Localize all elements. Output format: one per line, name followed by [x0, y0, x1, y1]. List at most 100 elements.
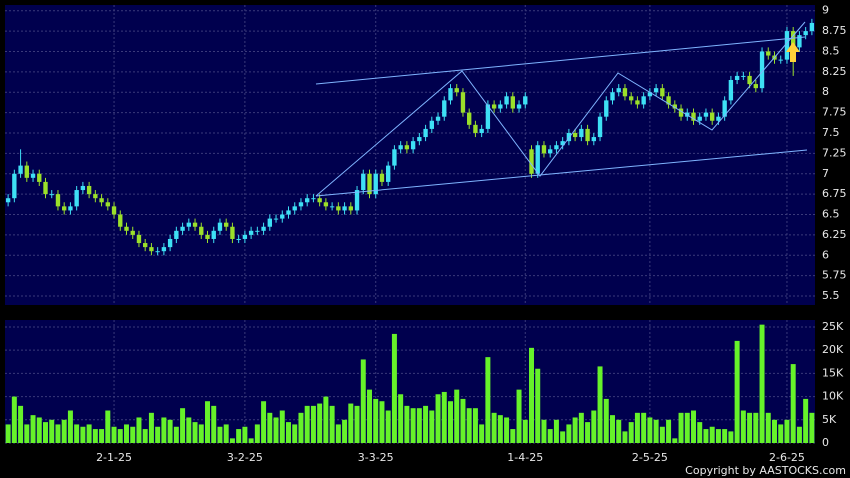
candle-body [616, 88, 621, 93]
volume-bar [491, 412, 497, 443]
candle-body [298, 202, 304, 207]
volume-bar [628, 422, 634, 443]
candle-body [491, 104, 497, 109]
volume-bar [217, 426, 223, 443]
y-tick-label: 7.75 [822, 106, 847, 119]
volume-bar [666, 419, 672, 443]
volume-bar [55, 424, 61, 443]
candle-body [192, 222, 198, 227]
candle-body [373, 173, 378, 195]
volume-bar [610, 415, 615, 443]
candle-body [118, 214, 123, 227]
volume-bar [641, 412, 647, 443]
y2-tick-label: 5K [822, 413, 837, 426]
volume-bar [578, 412, 584, 443]
candle-body [653, 88, 659, 93]
candle-body [622, 88, 628, 97]
candle-body [55, 194, 61, 207]
volume-bar [753, 412, 759, 443]
candle-body [560, 141, 565, 146]
volume-bar [709, 426, 715, 443]
volume-bar [659, 426, 665, 443]
volume-bar [298, 412, 304, 443]
candle-body [136, 234, 142, 244]
volume-bar [765, 412, 771, 443]
volume-bar [273, 417, 279, 443]
volume-bar [148, 412, 154, 443]
volume-bar [124, 424, 129, 443]
y-tick-label: 8 [822, 85, 829, 98]
y-tick-label: 6 [822, 248, 829, 261]
volume-bar [547, 429, 553, 443]
candle-body [510, 96, 515, 109]
candle-body [604, 100, 609, 117]
y-tick-label: 6.75 [822, 187, 847, 200]
candle-body [329, 206, 335, 208]
candle-body [797, 35, 802, 48]
volume-bar [454, 389, 460, 443]
candle-body [261, 226, 266, 231]
volume-bar [167, 419, 173, 443]
volume-bar [678, 412, 684, 443]
volume-bar [18, 405, 24, 443]
volume-bar [672, 438, 678, 443]
volume-bar [99, 429, 105, 443]
volume-bar [242, 426, 248, 443]
volume-bar [354, 405, 360, 443]
candle-body [43, 181, 48, 195]
volume-bar [809, 412, 815, 443]
candle-body [379, 173, 385, 182]
volume-bar [373, 398, 379, 443]
candle-body [535, 145, 540, 174]
volume-bar [49, 419, 55, 443]
volume-bar [790, 364, 796, 443]
candle-body [186, 222, 191, 227]
candle-body [292, 206, 297, 211]
candle-body [722, 100, 727, 117]
candle-body [666, 96, 671, 105]
volume-bar [248, 438, 254, 443]
y-tick-label: 9 [822, 4, 829, 17]
volume-bar [740, 410, 746, 443]
candle-body [348, 206, 353, 211]
candle-body [248, 230, 254, 235]
volume-bar [117, 429, 123, 443]
candle-body [211, 230, 216, 239]
x-tick-label: 1-4-25 [507, 451, 543, 464]
candle-body [716, 116, 721, 121]
volume-bar [572, 417, 578, 443]
candle-body [49, 194, 54, 196]
volume-bar [416, 408, 422, 443]
candle-body [572, 132, 578, 138]
y-tick-label: 8.75 [822, 24, 847, 37]
candle-body [448, 88, 453, 101]
candle-body [155, 251, 160, 253]
candle-body [766, 51, 771, 56]
arrow-icon [786, 42, 800, 62]
volume-bar [603, 398, 609, 443]
candle-body [579, 128, 584, 138]
volume-bar [803, 398, 809, 443]
candle-body [678, 108, 684, 117]
candle-body [286, 210, 291, 215]
y2-tick-label: 15K [822, 366, 844, 379]
volume-bar [684, 412, 690, 443]
candle-body [74, 190, 79, 207]
candle-body [417, 137, 422, 142]
volume-bar [198, 424, 204, 443]
y-tick-label: 8.25 [822, 65, 847, 78]
candle-body [467, 112, 472, 125]
candle-body [697, 116, 702, 121]
candle-body [541, 145, 547, 154]
volume-bar [622, 431, 628, 443]
candle-body [24, 165, 29, 178]
candle-body [691, 112, 696, 121]
volume-bar [329, 405, 335, 443]
volume-bar [697, 422, 703, 443]
candle-body [99, 198, 104, 203]
volume-bar [535, 368, 541, 443]
y-tick-label: 7.25 [822, 146, 847, 159]
candle-body [80, 185, 86, 191]
candle-body [728, 80, 734, 101]
volume-bar [142, 429, 148, 443]
